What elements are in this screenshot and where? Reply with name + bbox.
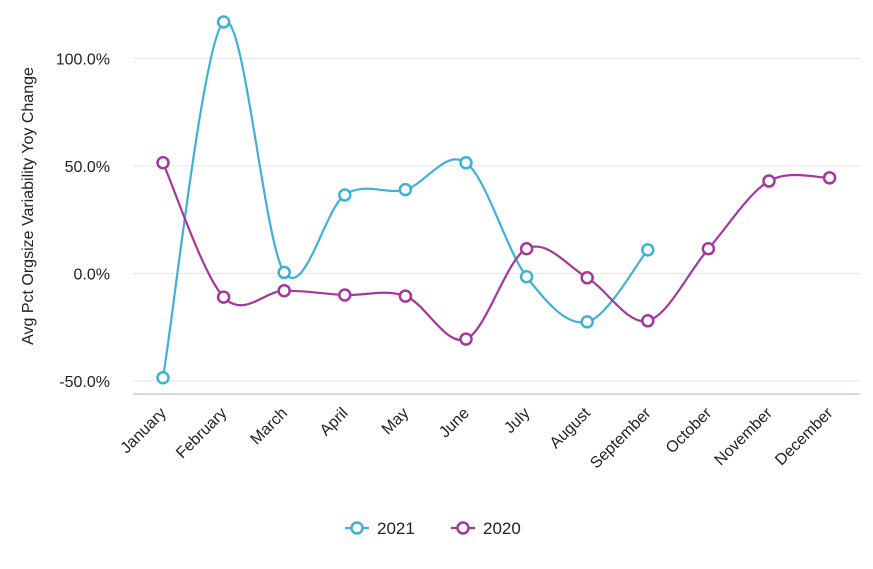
x-tick-label: March [248,405,291,448]
data-point[interactable] [156,156,170,170]
data-point[interactable] [216,290,231,304]
x-tick-label: June [436,405,473,442]
y-tick-label: 0.0% [74,267,110,284]
data-point[interactable] [519,269,534,284]
x-tick-label: May [379,405,412,438]
x-tick-label: August [547,404,595,452]
data-point[interactable] [459,332,473,346]
data-point[interactable] [277,265,291,280]
data-point[interactable] [338,288,352,302]
x-tick-label: April [317,405,352,440]
x-tick-label: October [663,404,716,457]
data-point[interactable] [641,243,655,257]
series-2020 [156,156,837,346]
legend-label: 2021 [377,519,415,538]
x-tick-label: December [772,404,837,469]
legend-item-2021[interactable]: 2021 [345,519,415,538]
data-point[interactable] [701,242,716,256]
data-point[interactable] [519,242,534,256]
data-point[interactable] [338,188,352,202]
data-point[interactable] [277,283,291,298]
data-point[interactable] [156,371,170,385]
x-tick-label: February [173,405,230,462]
data-point[interactable] [398,289,413,303]
x-tick-label: January [118,405,170,457]
data-point[interactable] [459,156,473,170]
series-2021 [156,15,655,385]
y-axis-ticks: -50.0% 0.0% 50.0% 100.0% [56,52,110,392]
x-tick-label: November [712,404,777,469]
legend[interactable]: 2021 2020 [345,519,521,538]
x-axis-ticks: January February March April May June July Augu… [118,404,837,472]
data-point[interactable] [580,271,594,285]
y-tick-label: 50.0% [65,159,110,176]
grid-lines [133,58,860,382]
series-layer [156,15,837,385]
data-point[interactable] [398,182,413,197]
y-tick-label: 100.0% [56,52,110,69]
x-tick-label: July [501,405,533,437]
data-point[interactable] [641,314,655,328]
legend-marker-icon [456,521,470,535]
data-point[interactable] [762,174,776,188]
y-axis-title: Avg Pct Orgsize Variability Yoy Change [20,67,37,345]
data-point[interactable] [822,171,837,185]
x-tick-label: September [587,404,655,472]
legend-label: 2020 [483,519,521,538]
data-point[interactable] [580,315,594,329]
legend-marker-icon [350,521,364,535]
y-tick-label: -50.0% [59,374,110,391]
series-line [161,20,649,378]
data-point[interactable] [216,15,231,29]
legend-item-2020[interactable]: 2020 [451,519,521,538]
